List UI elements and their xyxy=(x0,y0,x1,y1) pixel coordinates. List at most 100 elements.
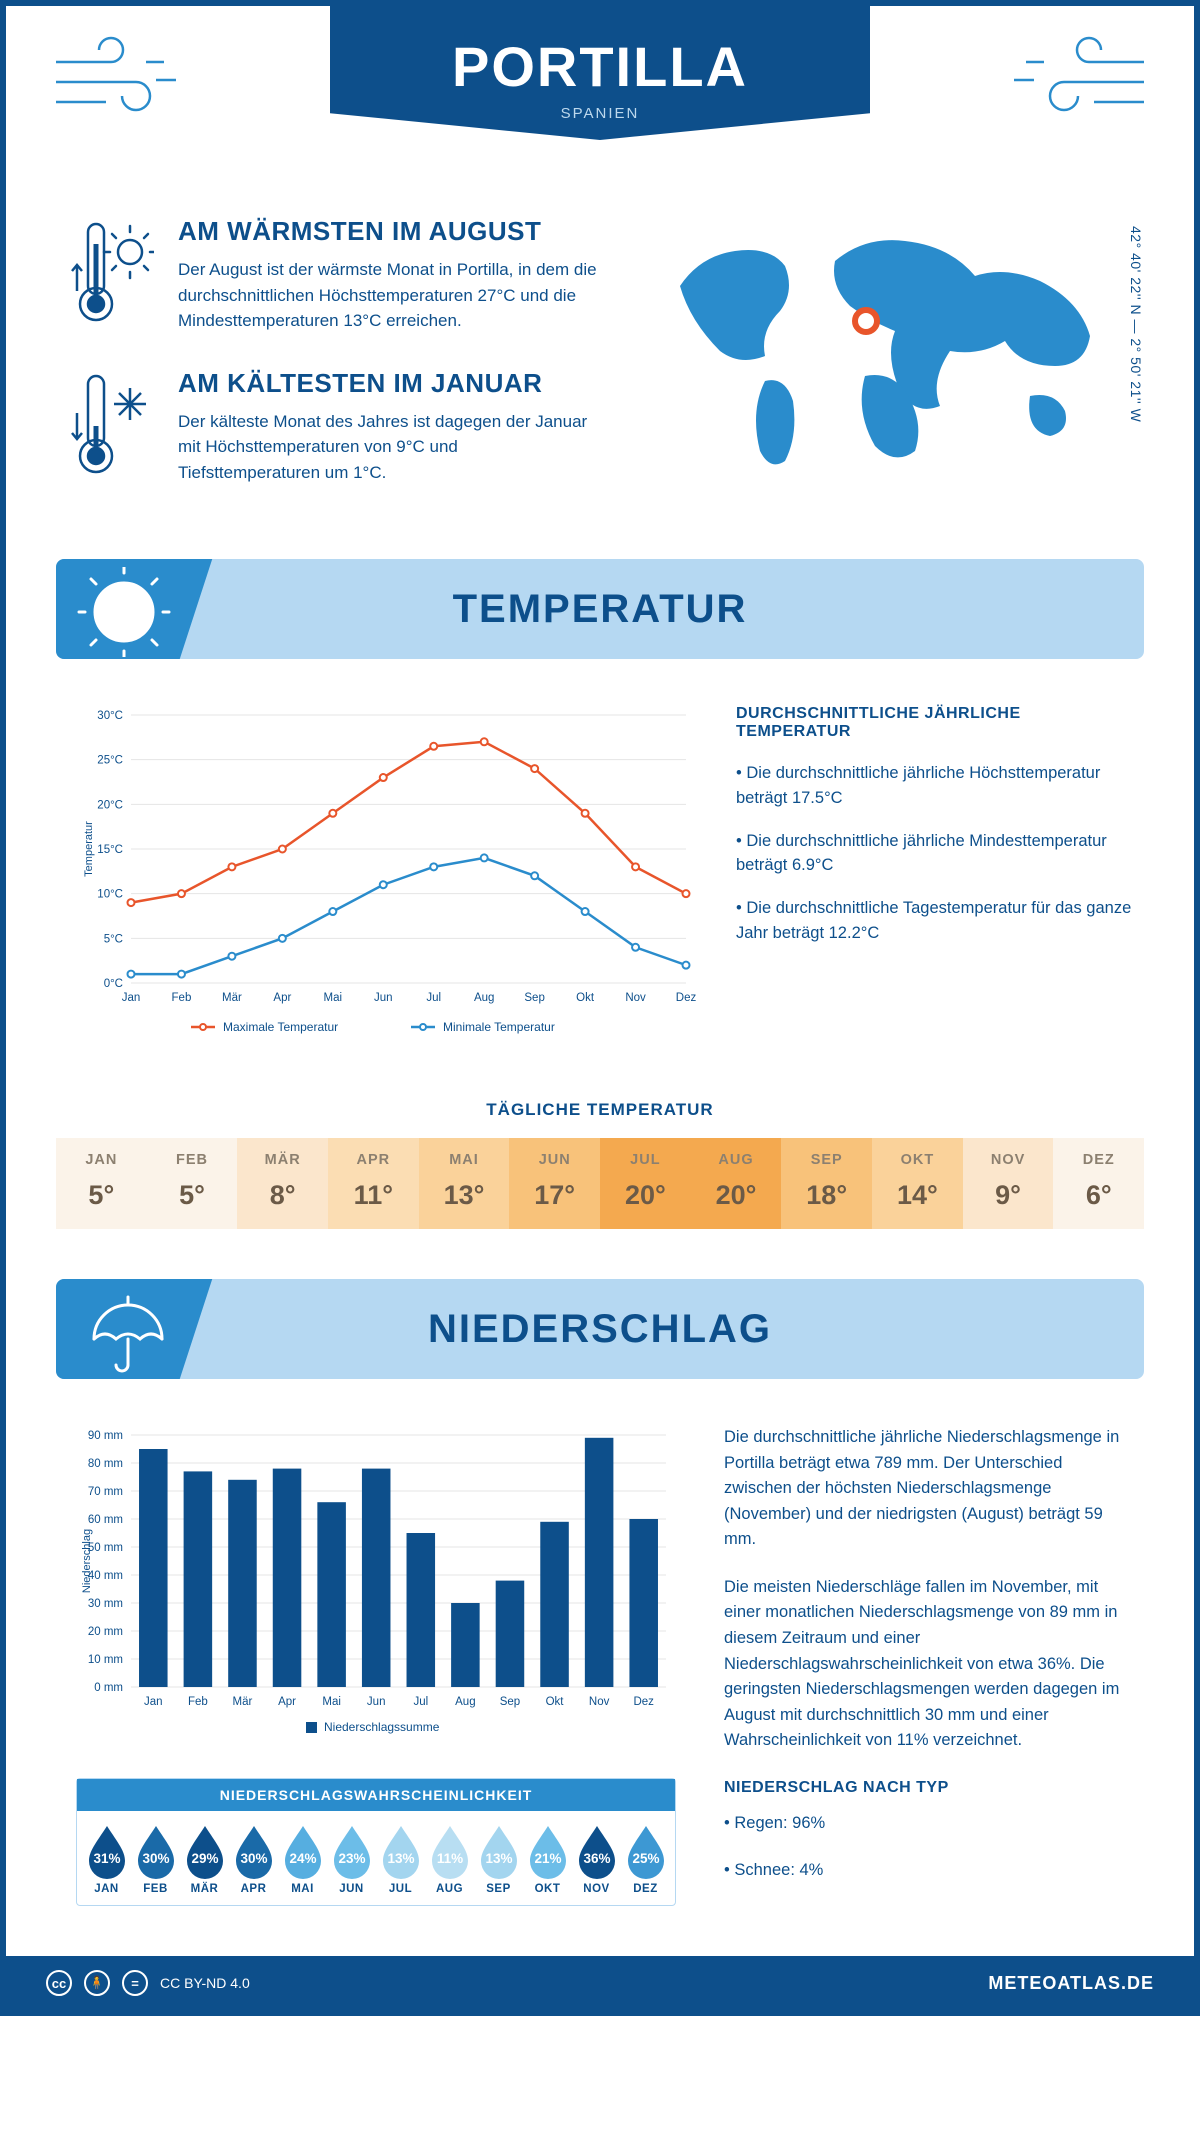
coldest-text: Der kälteste Monat des Jahres ist dagege… xyxy=(178,409,600,486)
svg-text:Okt: Okt xyxy=(546,1696,565,1708)
precip-type-title: NIEDERSCHLAG NACH TYP xyxy=(724,1776,1134,1801)
precip-bar-chart: 0 mm10 mm20 mm30 mm40 mm50 mm60 mm70 mm8… xyxy=(76,1425,676,1750)
precip-heading: NIEDERSCHLAG xyxy=(56,1307,1144,1352)
svg-text:Sep: Sep xyxy=(524,992,544,1004)
svg-text:Okt: Okt xyxy=(576,992,595,1004)
license-text: CC BY-ND 4.0 xyxy=(160,1975,250,1991)
svg-text:13%: 13% xyxy=(387,1851,414,1866)
temperature-line-chart: 0°C 5°C 10°C 15°C 20°C 25°C 30°C Jan Feb Mär Apr Ma… xyxy=(76,705,696,1050)
precip-probability-box: NIEDERSCHLAGSWAHRSCHEINLICHKEIT 31% JAN … xyxy=(76,1778,676,1906)
svg-text:Feb: Feb xyxy=(172,992,192,1004)
svg-text:30%: 30% xyxy=(142,1851,169,1866)
svg-text:11%: 11% xyxy=(436,1851,462,1866)
precip-prob-drop: 11% AUG xyxy=(426,1823,473,1895)
precip-prob-drop: 23% JUN xyxy=(328,1823,375,1895)
thermometer-cold-icon xyxy=(66,368,154,486)
svg-text:Apr: Apr xyxy=(278,1696,296,1708)
thermometer-hot-icon xyxy=(66,216,154,334)
precip-prob-drop: 13% JUL xyxy=(377,1823,424,1895)
precip-prob-drop: 31% JAN xyxy=(83,1823,130,1895)
svg-text:Jul: Jul xyxy=(413,1696,428,1708)
svg-text:Jun: Jun xyxy=(374,992,393,1004)
svg-text:24%: 24% xyxy=(289,1851,316,1866)
daily-temp-cell: MAI13° xyxy=(419,1138,510,1229)
precip-type-line: • Schnee: 4% xyxy=(724,1858,1134,1884)
svg-text:30°C: 30°C xyxy=(97,710,123,722)
svg-text:Jan: Jan xyxy=(144,1696,163,1708)
svg-text:0 mm: 0 mm xyxy=(94,1682,123,1694)
svg-text:Feb: Feb xyxy=(188,1696,208,1708)
daily-temp-cell: MÄR8° xyxy=(237,1138,328,1229)
svg-text:Jan: Jan xyxy=(122,992,141,1004)
coldest-fact: AM KÄLTESTEN IM JANUAR Der kälteste Mona… xyxy=(66,368,600,486)
coldest-title: AM KÄLTESTEN IM JANUAR xyxy=(178,368,600,399)
precip-prob-drop: 24% MAI xyxy=(279,1823,326,1895)
svg-text:Nov: Nov xyxy=(589,1696,610,1708)
temperature-heading: TEMPERATUR xyxy=(56,587,1144,632)
precip-prob-drop: 13% SEP xyxy=(475,1823,522,1895)
daily-temp-strip: JAN5°FEB5°MÄR8°APR11°MAI13°JUN17°JUL20°A… xyxy=(56,1138,1144,1229)
precip-section-head: NIEDERSCHLAG xyxy=(56,1279,1144,1379)
svg-text:29%: 29% xyxy=(191,1851,218,1866)
svg-text:Mär: Mär xyxy=(233,1696,253,1708)
wind-icon xyxy=(46,32,196,127)
svg-text:15°C: 15°C xyxy=(97,844,123,856)
cc-icon: cc xyxy=(46,1970,72,1996)
intro-section: AM WÄRMSTEN IM AUGUST Der August ist der… xyxy=(6,186,1194,559)
svg-text:Niederschlag: Niederschlag xyxy=(81,1529,93,1593)
temp-stat-line: • Die durchschnittliche Tagestemperatur … xyxy=(736,896,1134,946)
warmest-fact: AM WÄRMSTEN IM AUGUST Der August ist der… xyxy=(66,216,600,334)
daily-temp-cell: NOV9° xyxy=(963,1138,1054,1229)
precip-prob-drop: 36% NOV xyxy=(573,1823,620,1895)
title-banner: PORTILLA SPANIEN xyxy=(330,6,870,140)
svg-text:23%: 23% xyxy=(338,1851,365,1866)
svg-text:10°C: 10°C xyxy=(97,889,123,901)
svg-text:80 mm: 80 mm xyxy=(88,1458,123,1470)
svg-text:Sep: Sep xyxy=(500,1696,520,1708)
precip-prob-drop: 29% MÄR xyxy=(181,1823,228,1895)
by-icon: 🧍 xyxy=(84,1970,110,1996)
svg-text:Apr: Apr xyxy=(273,992,291,1004)
svg-text:31%: 31% xyxy=(93,1851,120,1866)
svg-text:Mai: Mai xyxy=(324,992,343,1004)
footer: cc 🧍 = CC BY-ND 4.0 METEOATLAS.DE xyxy=(6,1956,1194,2010)
wind-icon xyxy=(1004,32,1154,127)
temp-stats-title: DURCHSCHNITTLICHE JÄHRLICHE TEMPERATUR xyxy=(736,705,1134,741)
umbrella-icon xyxy=(74,1287,174,1379)
svg-text:36%: 36% xyxy=(583,1851,610,1866)
daily-temp-cell: JAN5° xyxy=(56,1138,147,1229)
svg-text:30 mm: 30 mm xyxy=(88,1598,123,1610)
nd-icon: = xyxy=(122,1970,148,1996)
coordinates: 42° 40' 22'' N — 2° 50' 21'' W xyxy=(1128,226,1144,422)
warmest-text: Der August ist der wärmste Monat in Port… xyxy=(178,257,600,334)
precip-paragraph: Die meisten Niederschläge fallen im Nove… xyxy=(724,1575,1134,1754)
svg-text:Dez: Dez xyxy=(676,992,696,1004)
svg-text:Jun: Jun xyxy=(367,1696,386,1708)
location-title: PORTILLA xyxy=(370,34,830,99)
daily-temp-cell: SEP18° xyxy=(781,1138,872,1229)
temp-stat-line: • Die durchschnittliche jährliche Mindes… xyxy=(736,829,1134,879)
svg-text:Mär: Mär xyxy=(222,992,242,1004)
daily-temp-cell: JUL20° xyxy=(600,1138,691,1229)
daily-temp-cell: OKT14° xyxy=(872,1138,963,1229)
svg-text:0°C: 0°C xyxy=(104,978,123,990)
svg-text:Dez: Dez xyxy=(633,1696,654,1708)
svg-text:Mai: Mai xyxy=(322,1696,341,1708)
svg-text:5°C: 5°C xyxy=(104,933,123,945)
svg-text:Temperatur: Temperatur xyxy=(83,821,95,877)
country-subtitle: SPANIEN xyxy=(370,105,830,122)
world-map: 42° 40' 22'' N — 2° 50' 21'' W xyxy=(650,216,1134,519)
svg-text:20°C: 20°C xyxy=(97,799,123,811)
svg-text:60 mm: 60 mm xyxy=(88,1514,123,1526)
svg-text:Niederschlagssumme: Niederschlagssumme xyxy=(324,1720,440,1734)
svg-text:20 mm: 20 mm xyxy=(88,1626,123,1638)
svg-text:Maximale Temperatur: Maximale Temperatur xyxy=(223,1020,338,1034)
precip-prob-drop: 21% OKT xyxy=(524,1823,571,1895)
svg-text:25°C: 25°C xyxy=(97,755,123,767)
svg-text:13%: 13% xyxy=(485,1851,512,1866)
svg-text:Aug: Aug xyxy=(474,992,494,1004)
header: PORTILLA SPANIEN xyxy=(6,6,1194,186)
svg-text:Aug: Aug xyxy=(455,1696,475,1708)
sun-icon xyxy=(74,567,174,659)
warmest-title: AM WÄRMSTEN IM AUGUST xyxy=(178,216,600,247)
